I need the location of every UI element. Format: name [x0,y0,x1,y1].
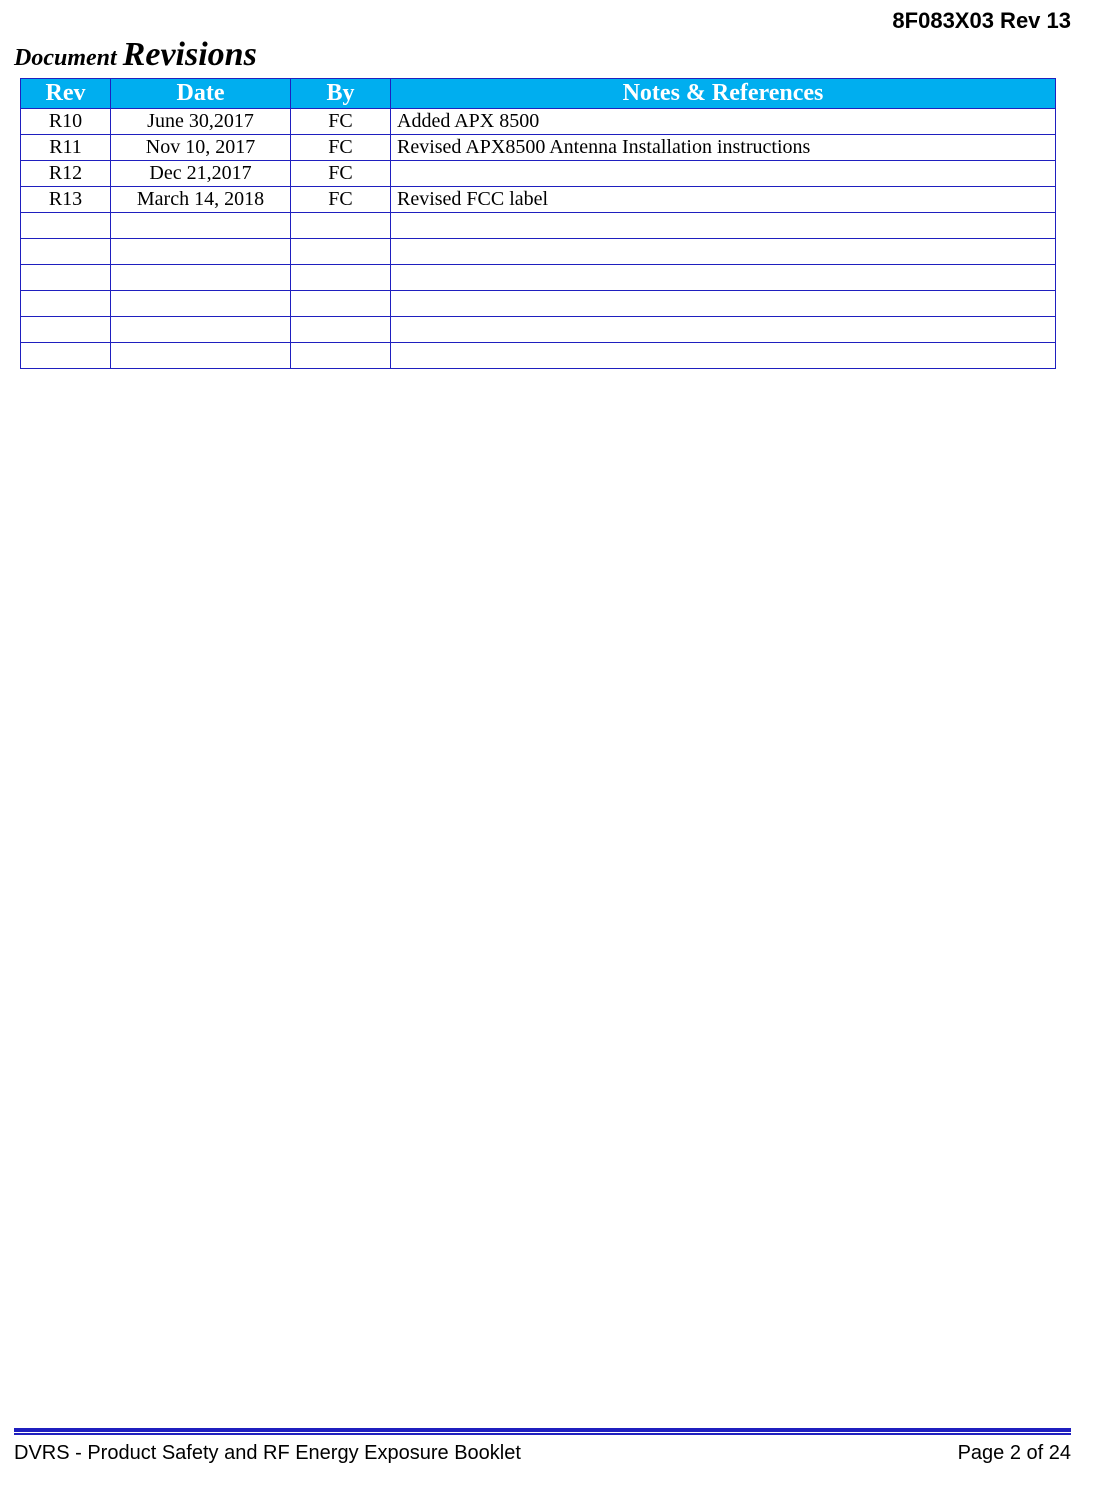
table-row: R10 June 30,2017 FC Added APX 8500 [21,109,1056,135]
cell-date [111,265,291,291]
table-row: R13 March 14, 2018 FC Revised FCC label [21,187,1056,213]
cell-date: June 30,2017 [111,109,291,135]
cell-by: FC [291,135,391,161]
footer-rule [14,1428,1071,1435]
cell-notes [391,317,1056,343]
footer: DVRS - Product Safety and RF Energy Expo… [14,1442,1071,1465]
cell-by [291,239,391,265]
cell-by [291,291,391,317]
cell-rev [21,343,111,369]
cell-rev [21,239,111,265]
cell-by [291,317,391,343]
revisions-table: Rev Date By Notes & References R10 June … [20,78,1056,369]
title-main: Revisions [123,36,257,73]
cell-rev: R13 [21,187,111,213]
cell-date: March 14, 2018 [111,187,291,213]
cell-notes [391,239,1056,265]
col-header-date: Date [111,79,291,109]
col-header-rev: Rev [21,79,111,109]
cell-by: FC [291,187,391,213]
cell-notes [391,213,1056,239]
cell-rev [21,265,111,291]
cell-notes [391,265,1056,291]
cell-date [111,239,291,265]
cell-rev: R11 [21,135,111,161]
cell-rev: R10 [21,109,111,135]
footer-page-number: Page 2 of 24 [958,1442,1071,1465]
cell-date: Dec 21,2017 [111,161,291,187]
cell-date [111,317,291,343]
table-row [21,265,1056,291]
table-row [21,343,1056,369]
col-header-notes: Notes & References [391,79,1056,109]
page: 8F083X03 Rev 13 Document Revisions Rev D… [0,0,1111,1495]
table-row: R11 Nov 10, 2017 FC Revised APX8500 Ante… [21,135,1056,161]
table-row [21,291,1056,317]
cell-date: Nov 10, 2017 [111,135,291,161]
table-row: R12 Dec 21,2017 FC [21,161,1056,187]
table-row [21,317,1056,343]
col-header-by: By [291,79,391,109]
cell-by [291,343,391,369]
cell-date [111,291,291,317]
cell-by [291,265,391,291]
cell-notes: Revised APX8500 Antenna Installation ins… [391,135,1056,161]
cell-date [111,343,291,369]
cell-date [111,213,291,239]
page-title: Document Revisions [14,38,257,72]
footer-title: DVRS - Product Safety and RF Energy Expo… [14,1442,521,1465]
cell-rev [21,291,111,317]
title-prefix: Document [14,45,123,71]
cell-notes [391,291,1056,317]
cell-rev: R12 [21,161,111,187]
cell-rev [21,213,111,239]
header-doc-code: 8F083X03 Rev 13 [892,8,1071,34]
cell-rev [21,317,111,343]
cell-by [291,213,391,239]
table-row [21,213,1056,239]
cell-notes: Revised FCC label [391,187,1056,213]
cell-notes: Added APX 8500 [391,109,1056,135]
table-header-row: Rev Date By Notes & References [21,79,1056,109]
table-row [21,239,1056,265]
cell-by: FC [291,161,391,187]
cell-by: FC [291,109,391,135]
cell-notes [391,343,1056,369]
cell-notes [391,161,1056,187]
